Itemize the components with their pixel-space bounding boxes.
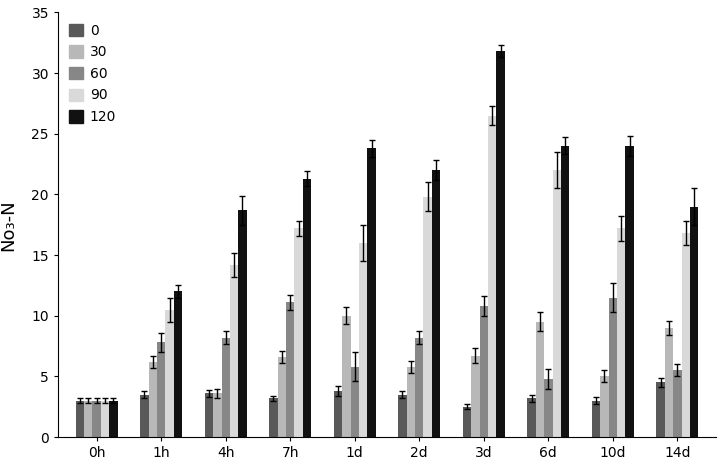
Bar <box>84 401 93 437</box>
Legend: 0, 30, 60, 90, 120: 0, 30, 60, 90, 120 <box>65 20 121 128</box>
Bar <box>488 115 497 437</box>
Bar <box>690 206 698 437</box>
Bar <box>497 51 505 437</box>
Bar <box>221 338 230 437</box>
Bar <box>351 367 359 437</box>
Text: No₃-N: No₃-N <box>0 199 17 251</box>
Bar <box>286 302 294 437</box>
Bar <box>269 398 278 437</box>
Bar <box>600 376 609 437</box>
Bar <box>673 370 682 437</box>
Bar <box>213 393 221 437</box>
Bar <box>424 197 432 437</box>
Bar <box>303 179 311 437</box>
Bar <box>76 401 84 437</box>
Bar <box>463 407 471 437</box>
Bar <box>479 306 488 437</box>
Bar <box>230 265 239 437</box>
Bar <box>664 328 673 437</box>
Bar <box>471 356 479 437</box>
Bar <box>592 401 600 437</box>
Bar <box>278 357 286 437</box>
Bar <box>367 149 376 437</box>
Bar <box>174 291 182 437</box>
Bar <box>682 233 690 437</box>
Bar <box>205 393 213 437</box>
Bar <box>109 401 118 437</box>
Bar <box>552 170 561 437</box>
Bar <box>415 338 424 437</box>
Bar <box>407 367 415 437</box>
Bar <box>101 401 109 437</box>
Bar <box>617 228 625 437</box>
Bar <box>239 210 247 437</box>
Bar <box>561 146 569 437</box>
Bar <box>656 382 664 437</box>
Bar <box>149 362 157 437</box>
Bar <box>625 146 634 437</box>
Bar <box>157 342 166 437</box>
Bar <box>294 228 303 437</box>
Bar <box>140 395 149 437</box>
Bar <box>398 395 407 437</box>
Bar <box>544 379 552 437</box>
Bar <box>334 391 342 437</box>
Bar <box>342 316 351 437</box>
Bar <box>166 310 174 437</box>
Bar <box>609 297 617 437</box>
Bar <box>527 398 536 437</box>
Bar <box>359 243 367 437</box>
Bar <box>93 401 101 437</box>
Bar <box>432 170 440 437</box>
Bar <box>536 322 544 437</box>
